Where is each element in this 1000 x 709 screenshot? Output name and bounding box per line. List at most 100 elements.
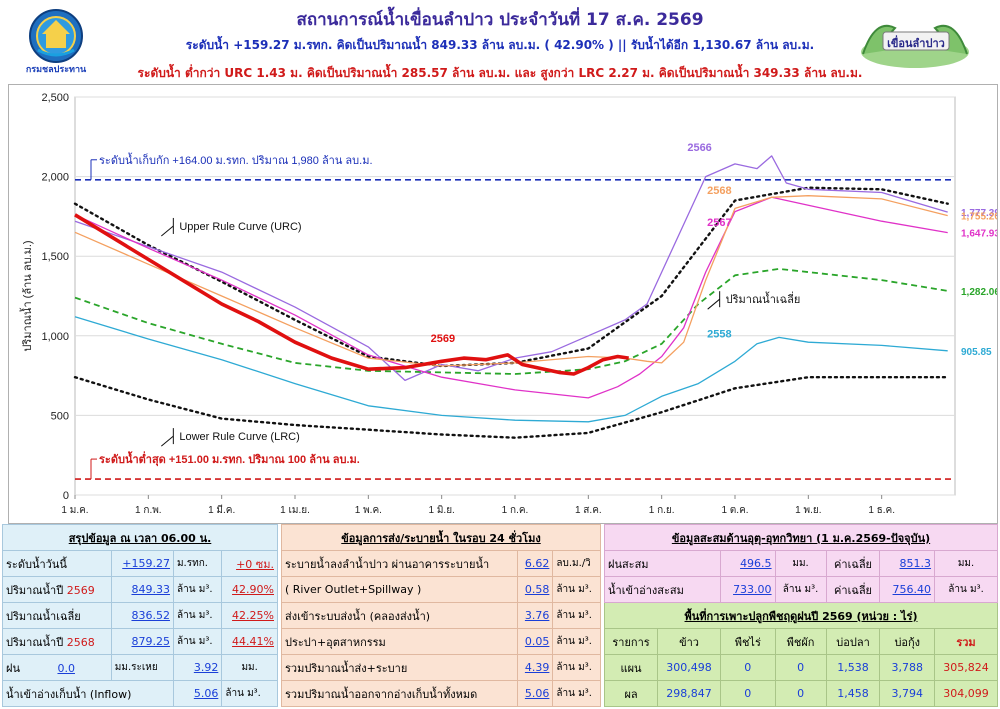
y-tick-label: 0 [63,490,69,502]
table-row: น้ำเข้าอ่างเก็บน้ำ (Inflow) 5.06 ล้าน ม³… [2,680,278,707]
table-row: ฝน 0.0 มม.ระเหย 3.92 มม. [2,654,278,681]
accum-value[interactable]: 496.5 [720,550,776,577]
series-end-label: 1,755.20 [961,212,997,223]
x-tick-label: 1 ส.ค. [575,505,602,516]
logo-left: กรมชลประทาน [20,4,92,76]
y-tick-label: 1,500 [41,251,69,263]
release-value[interactable]: 6.62 [517,550,554,577]
release-title: ข้อมูลการส่ง/ระบายน้ำ ในรอบ 24 ชั่วโมง [281,524,601,551]
percent-2569-value[interactable]: 42.90% [221,576,278,603]
x-tick-label: 1 มี.ค. [208,504,235,516]
table-row: ฝนสะสม 496.5 มม. ค่าเฉลี่ย 851.3 มม. [603,550,998,577]
percent-2568-value[interactable]: 44.41% [221,628,278,655]
crop-header-row: รายการ ข้าว พืชไร่ พืชผัก บ่อปลา บ่อกุ้ง… [603,628,998,655]
summary-table: สรุปข้อมูล ณ เวลา 06.00 น. ระดับน้ำวันนี… [2,524,278,707]
crop-header: บ่อกุ้ง [879,628,936,655]
annotation-pointer [161,435,174,447]
row-label: ปริมาณน้ำเฉลี่ย [2,602,112,629]
page-title: สถานการณ์น้ำเขื่อนลำปาว ประจำวันที่ 17 ส… [296,10,704,30]
crop-cell: 3,788 [879,654,936,681]
series-name-label: 2569 [431,333,455,345]
row-label: ระบายน้ำลงลำน้ำปาว ผ่านอาคารระบายน้ำ [280,550,519,577]
reference-line-label: ระดับน้ำต่ำสุด +151.00 ม.รทก. ปริมาณ 100… [99,451,360,467]
row-unit: ม.รทก. [172,550,223,577]
table-row: ระดับน้ำวันนี้ +159.27 ม.รทก. +0 ซม. [2,550,278,577]
release-table: ข้อมูลการส่ง/ระบายน้ำ ในรอบ 24 ชั่วโมง ร… [280,524,601,707]
table-row: ปริมาณน้ำเฉลี่ย 836.52 ล้าน ม³. 42.25% [2,602,278,629]
inflow-label: น้ำเข้าอ่างเก็บน้ำ (Inflow) [2,680,174,707]
row-unit: มม. [934,550,998,577]
avg-label: ค่าเฉลี่ย [825,550,881,577]
accum-avg-value[interactable]: 756.40 [879,576,936,603]
table-row: ผล 298,847 0 0 1,458 3,794 304,099 [603,680,998,707]
crop-total: 305,824 [934,654,998,681]
annotation-label: ปริมาณน้ำเฉลี่ย [726,291,801,306]
row-label: รวมปริมาณน้ำส่ง+ระบาย [280,654,519,681]
crop-row-label: ผล [603,680,659,707]
crop-cell: 3,794 [879,680,936,707]
row-unit: มม. [774,550,827,577]
avg-volume-value[interactable]: 836.52 [110,602,174,629]
reference-line-label: ระดับน้ำเก็บกัก +164.00 ม.รทก. ปริมาณ 1,… [99,152,373,167]
accum-crop-table: ข้อมูลสะสมด้านอุตุ-อุทกวิทยา (1 ม.ค.2569… [603,524,998,707]
x-tick-label: 1 มิ.ย. [428,505,454,516]
table-row: ปริมาณน้ำปี 2569 849.33 ล้าน ม³. 42.90% [2,576,278,603]
rule-curve-subtitle: ระดับน้ำ ต่ำกว่า URC 1.43 ม. คิดเป็นปริม… [137,66,863,80]
accum-avg-value[interactable]: 851.3 [879,550,936,577]
series-name-label: 2567 [707,217,731,229]
release-value[interactable]: 4.39 [517,654,554,681]
annotation-label: Lower Rule Curve (LRC) [179,431,299,443]
release-value[interactable]: 0.05 [517,628,554,655]
volume-2568-value[interactable]: 879.25 [110,628,174,655]
release-value[interactable]: 0.58 [517,576,554,603]
evaporation-value[interactable]: 3.92 [172,654,223,681]
series-line-Lower-Rule-Curve-(LRC) [73,376,949,439]
crop-header: รายการ [603,628,659,655]
series-end-label: 1,777.39 [961,208,997,219]
volume-2569-value[interactable]: 849.33 [110,576,174,603]
row-label: ระดับน้ำวันนี้ [2,550,112,577]
royal-irrigation-seal-icon [29,9,83,63]
row-unit: ล้าน ม³. [221,680,278,707]
x-tick-label: 1 ม.ค. [61,505,88,516]
summary-title: สรุปข้อมูล ณ เวลา 06.00 น. [2,524,278,551]
accum-title: ข้อมูลสะสมด้านอุตุ-อุทกวิทยา (1 ม.ค.2569… [604,524,998,551]
rain-value[interactable]: 0.0 [57,661,75,675]
logo-right-text: เขื่อนลำปาว [887,37,945,50]
x-tick-label: 1 พ.ค. [355,505,382,516]
row-label: รวมปริมาณน้ำออกจากอ่างเก็บน้ำทั้งหมด [280,680,519,707]
crop-cell: 0 [720,680,776,707]
series-line-2566 [74,155,948,382]
logo-left-text: กรมชลประทาน [25,65,87,75]
crop-header: ข้าว [657,628,722,655]
y-tick-label: 2,500 [41,92,69,104]
avg-percent-value[interactable]: 42.25% [221,602,278,629]
table-row: ส่งเข้าระบบส่งน้ำ (คลองส่งน้ำ) 3.76 ล้าน… [280,602,601,629]
release-value[interactable]: 3.76 [517,602,554,629]
release-value[interactable]: 5.06 [517,680,554,707]
crop-cell: 0 [720,654,776,681]
series-name-label: 2566 [687,142,711,154]
level-change-value[interactable]: +0 ซม. [221,550,278,577]
row-unit: ล้าน ม³. [552,680,601,707]
row-unit: ล้าน ม³. [934,576,998,603]
row-label: ปริมาณน้ำปี 2569 [2,576,112,603]
series-end-label: 1,282.06 [961,287,997,298]
series-line-2567 [74,196,948,399]
water-level-value[interactable]: +159.27 [110,550,174,577]
series-line-2558 [74,316,948,423]
accum-value[interactable]: 733.00 [720,576,776,603]
naga-dam-emblem-icon [861,24,969,68]
crop-cell: 0 [774,680,827,707]
reservoir-chart: 0 500 1,000 1,500 2,000 2,500 1 ม.ค. 1 ก.พ. 1 มี… [8,84,998,524]
series-end-label: 905.85 [961,347,992,358]
row-label: ปริมาณน้ำปี 2568 [2,628,112,655]
logo-right: เขื่อนลำปาว [855,14,975,72]
crop-cell: 298,847 [657,680,722,707]
x-tick-label: 1 ธ.ค. [868,505,895,516]
table-row: รวมปริมาณน้ำส่ง+ระบาย 4.39 ล้าน ม³. [280,654,601,681]
table-row: ประปา+อุตสาหกรรม 0.05 ล้าน ม³. [280,628,601,655]
series-line-2568 [74,195,948,367]
y-axis-label: ปริมาณน้ำ (ล้าน ลบ.ม.) [19,240,34,351]
inflow-value[interactable]: 5.06 [172,680,223,707]
